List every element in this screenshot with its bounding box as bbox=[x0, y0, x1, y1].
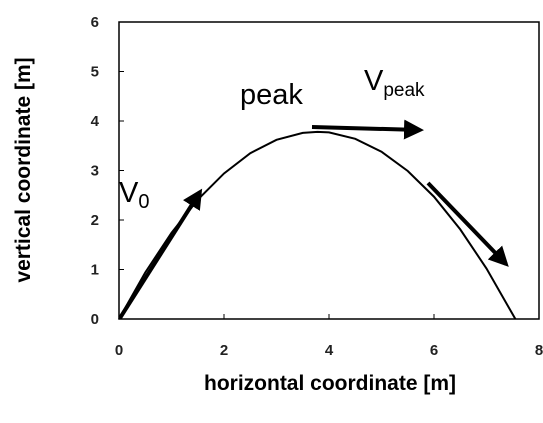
y-tick-label: 2 bbox=[91, 212, 99, 229]
x-tick-label: 6 bbox=[430, 342, 438, 359]
x-tick-label: 0 bbox=[115, 342, 123, 359]
arrow bbox=[426, 181, 509, 267]
y-tick-label: 4 bbox=[91, 113, 100, 130]
y-tick-label: 6 bbox=[91, 14, 99, 31]
arrow bbox=[118, 188, 203, 320]
arrow bbox=[311, 119, 424, 140]
y-tick-label: 0 bbox=[91, 311, 99, 328]
x-tick-label: 8 bbox=[535, 342, 543, 359]
v0-label: V0 bbox=[119, 177, 149, 213]
vpeak-label: Vpeak bbox=[364, 65, 425, 101]
y-tick-label: 1 bbox=[91, 262, 99, 279]
x-axis-label: horizontal coordinate [m] bbox=[204, 372, 456, 395]
y-tick-label: 5 bbox=[91, 64, 99, 81]
y-axis-label: vertical coordinate [m] bbox=[12, 57, 35, 282]
x-tick-label: 2 bbox=[220, 342, 228, 359]
velocity-arrows bbox=[118, 119, 509, 320]
peak-label: peak bbox=[240, 79, 303, 111]
x-tick-label: 4 bbox=[325, 342, 334, 359]
y-tick-label: 3 bbox=[91, 163, 99, 180]
plot-frame bbox=[118, 21, 540, 320]
